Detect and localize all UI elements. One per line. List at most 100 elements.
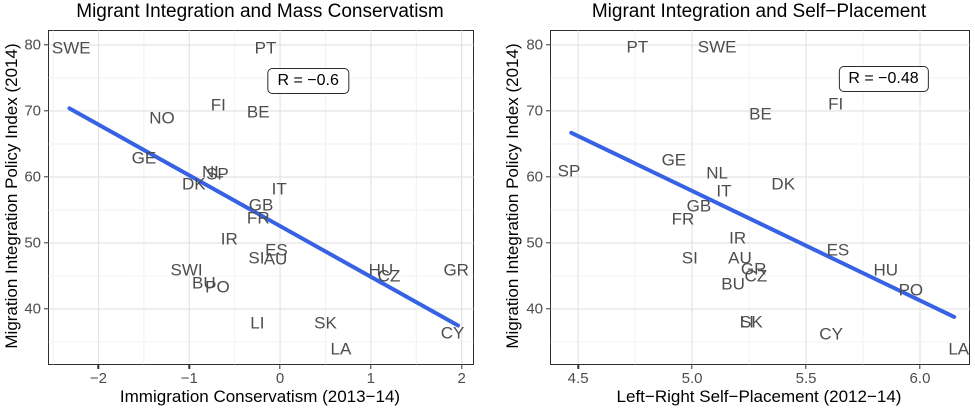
country-label-es: ES [826,240,850,260]
country-label-la: LA [948,339,970,359]
country-label-sp: SP [557,161,581,181]
country-label-es: ES [265,240,288,260]
country-label-au: AU [263,249,288,269]
y-tick-label: 40 [526,300,543,318]
y-tick-label: 40 [24,300,41,318]
y-tick-label: 60 [526,168,543,186]
plot-canvas [48,30,474,365]
y-tick-label: 70 [526,102,543,120]
y-tick-label: 60 [24,168,41,186]
y-tick-mark [44,44,49,46]
country-label-li: LI [739,312,754,332]
country-label-fr: FR [671,209,695,229]
country-label-po: PO [205,277,230,297]
country-label-gb: GB [248,195,274,215]
country-label-si: SI [681,248,698,268]
x-tick-label: −2 [89,370,108,387]
country-label-dk: DK [182,174,206,194]
country-label-swe: SWE [697,37,737,57]
x-tick-mark [279,364,281,369]
x-tick-mark [188,364,190,369]
country-label-gb: GB [686,196,712,216]
x-tick-mark [919,364,921,369]
country-label-cy: CY [819,324,843,344]
country-label-cz: CZ [377,266,401,286]
x-tick-label: −1 [180,370,198,387]
x-tick-label: 5.5 [795,370,817,387]
chart-title: Migrant Integration and Mass Conservatis… [76,1,444,22]
y-tick-label: 80 [526,36,543,54]
country-label-swe: SWE [51,38,91,58]
x-tick-mark [97,364,100,369]
x-tick-label: 2 [457,370,466,387]
y-tick-label: 70 [24,102,41,120]
country-label-be: BE [749,104,772,124]
y-tick-label: 80 [24,36,41,54]
x-tick-mark [460,364,463,369]
country-label-ir: IR [729,228,747,248]
correlation-annotation: R = −0.6 [267,67,349,94]
country-label-sk: SK [739,312,763,332]
country-label-hu: HU [873,260,899,280]
country-label-pt: PT [626,37,649,57]
trend-line [67,106,461,328]
y-tick-mark [546,308,551,310]
country-label-no: NO [149,108,175,128]
country-label-hu: HU [368,260,394,280]
country-label-bu: BU [191,273,216,293]
y-tick-mark [44,176,49,178]
country-label-swi: SWI [170,260,203,280]
y-tick-mark [546,44,551,46]
country-label-be: BE [246,102,270,122]
country-label-ge: GE [131,148,157,168]
x-tick-label: 5.0 [681,370,703,387]
country-label-gr: GR [443,260,469,280]
country-label-au: AU [728,248,752,268]
country-label-ir: IR [220,229,238,249]
country-label-nl: NL [202,162,224,182]
country-label-pt: PT [254,38,277,58]
country-label-li: LI [250,313,265,333]
y-tick-mark [546,110,551,112]
country-label-si: SI [248,248,265,268]
x-tick-mark [805,364,807,369]
country-label-cz: CZ [744,266,768,286]
country-label-cy: CY [440,323,465,343]
x-tick-label: 4.5 [567,370,589,387]
y-axis-title: Migration Integration Policy Index (2014… [2,43,21,349]
country-label-gr: GR [740,259,767,279]
y-tick-mark [546,242,551,244]
chart-title: Migrant Integration and Self−Placement [591,1,927,22]
y-tick-mark [44,242,49,244]
x-tick-label: 0 [275,370,285,387]
y-tick-label: 50 [526,234,543,252]
country-label-nl: NL [706,163,729,183]
correlation-annotation: R = −0.48 [838,66,929,93]
x-tick-mark [370,364,372,369]
x-tick-label: 6.0 [909,370,931,387]
country-label-bu: BU [721,274,745,294]
chart-mass-conservatism: Migrant Integration and Mass Conservatis… [0,0,487,410]
y-axis-title: Migration Integration Policy Index (2014… [503,43,522,349]
y-tick-mark [546,176,551,178]
country-label-po: PO [898,280,924,300]
country-label-sp: SP [206,164,229,184]
trend-line [569,130,957,319]
x-tick-label: 1 [366,370,376,387]
plot-panel: 4.5 5.0 5.5 6.0 40 50 60 70 80 PT SWE FI BE GE SP NL DK I… [526,30,970,386]
country-label-ge: GE [661,150,687,170]
x-tick-mark [577,364,579,369]
country-label-la: LA [330,339,352,359]
country-label-sk: SK [314,313,337,333]
y-tick-mark [44,308,49,310]
plot-panel: −2 −1 0 1 2 40 50 60 70 80 SWE PT FI BE NO GE NL SP DK IT GB… [24,30,474,386]
country-label-fi: FI [828,94,844,114]
x-axis-title: Immigration Conservatism (2013−14) [119,387,401,406]
x-tick-mark [691,364,693,369]
y-tick-mark [44,110,49,112]
country-label-it: IT [271,179,287,199]
country-label-fi: FI [210,95,226,115]
chart-self-placement: Migrant Integration and Self−Placement M… [487,0,975,410]
country-label-it: IT [716,181,732,201]
